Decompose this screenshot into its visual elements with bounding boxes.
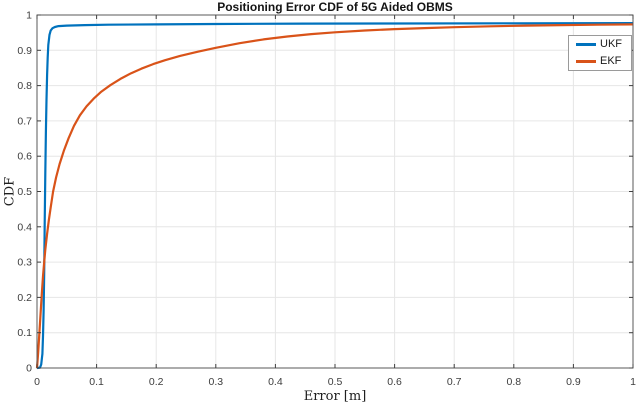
x-tick-label: 0.7 — [447, 376, 462, 388]
y-tick-label: 0 — [26, 363, 32, 375]
y-tick-label: 0.5 — [17, 186, 32, 198]
x-tick-label: 0.3 — [208, 376, 223, 388]
legend-label-ukf: UKF — [600, 38, 622, 51]
series-line-ukf — [36, 22, 634, 370]
x-tick-labels: 0 0.1 0.2 0.3 0.4 0.5 0.6 0.7 0.8 0.9 1 — [34, 376, 636, 388]
y-tick-label: 0.9 — [17, 45, 32, 57]
ekf-line-sample — [576, 59, 596, 63]
x-tick-label: 0.2 — [149, 376, 164, 388]
x-tick-label: 0.6 — [387, 376, 402, 388]
series-line-ekf — [35, 23, 634, 369]
y-axis-label: CDF — [2, 176, 18, 207]
x-tick-label: 0.8 — [506, 376, 521, 388]
legend-item-ukf: UKF — [569, 37, 631, 52]
ukf-line-sample — [576, 43, 596, 47]
x-tick-label: 0.5 — [328, 376, 343, 388]
y-tick-label: 0.8 — [17, 80, 32, 92]
grid — [36, 14, 634, 369]
x-tick-label: 1 — [630, 376, 636, 388]
series-curves — [35, 22, 634, 370]
y-tick-labels: 0 0.1 0.2 0.3 0.4 0.5 0.6 0.7 0.8 0.9 1 — [17, 10, 32, 375]
y-tick-label: 1 — [26, 10, 32, 22]
legend: UKF EKF — [568, 35, 632, 71]
x-tick-label: 0.1 — [89, 376, 104, 388]
legend-label-ekf: EKF — [600, 54, 622, 67]
y-tick-label: 0.3 — [17, 257, 32, 269]
y-tick-label: 0.7 — [17, 115, 32, 127]
x-tick-label: 0.4 — [268, 376, 283, 388]
chart-title: Positioning Error CDF of 5G Aided OBMS — [217, 0, 453, 14]
axes-box — [36, 14, 634, 369]
y-tick-label: 0.6 — [17, 151, 32, 163]
y-tick-label: 0.1 — [17, 327, 32, 339]
y-tick-label: 0.2 — [17, 292, 32, 304]
x-axis-label: Error [m] — [303, 389, 367, 404]
x-tick-label: 0.9 — [566, 376, 581, 388]
y-tick-label: 0.4 — [17, 221, 32, 233]
legend-item-ekf: EKF — [569, 54, 631, 69]
x-tick-label: 0 — [34, 376, 40, 388]
